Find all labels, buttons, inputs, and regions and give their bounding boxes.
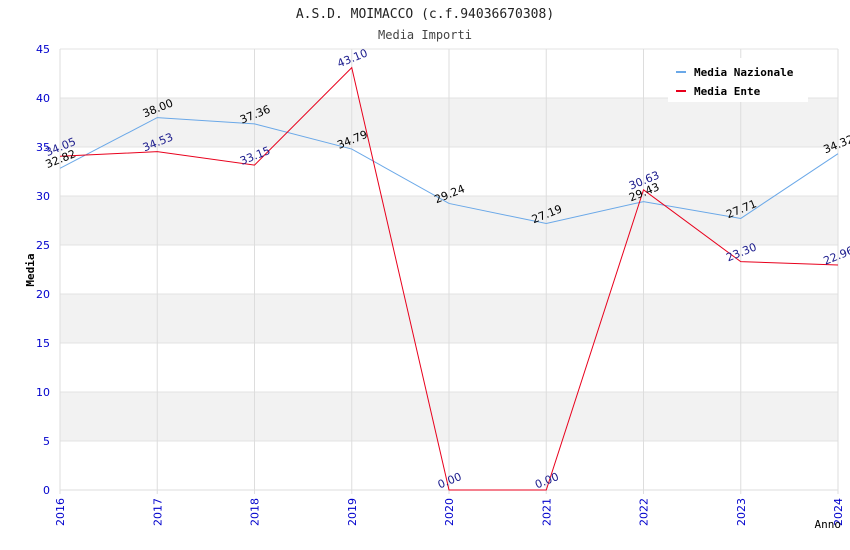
x-tick-label: 2021 [540, 498, 553, 526]
x-tick-label: 2023 [735, 498, 748, 526]
series-group [59, 66, 839, 491]
y-tick-label: 5 [43, 435, 50, 448]
legend-box [668, 58, 808, 102]
chart-subtitle: Media Importi [378, 28, 472, 42]
y-tick-label: 40 [36, 92, 50, 105]
x-axis-label: Anno [815, 518, 842, 531]
x-tick-label: 2018 [249, 498, 262, 526]
x-tick-label: 2022 [638, 498, 651, 526]
data-label: 22.96 [822, 244, 850, 268]
y-axis-label: Media [24, 253, 37, 286]
legend-entry: Media Nazionale [694, 66, 794, 79]
data-label: 43.10 [335, 46, 369, 70]
y-tick-label: 45 [36, 43, 50, 56]
y-tick-label: 30 [36, 190, 50, 203]
y-tick-label: 15 [36, 337, 50, 350]
y-tick-label: 0 [43, 484, 50, 497]
series-line-1 [59, 117, 839, 225]
axes [59, 49, 839, 494]
y-tick-label: 25 [36, 239, 50, 252]
x-tick-label: 2017 [151, 498, 164, 526]
chart-title: A.S.D. MOIMACCO (c.f.94036670308) [296, 7, 554, 22]
x-axis-ticks: 2016 2017 2018 2019 2020 2021 2022 2023 2024 [54, 498, 845, 526]
x-tick-label: 2024 [832, 498, 845, 526]
legend-entry: Media Ente [694, 85, 761, 98]
y-axis-ticks: 0 5 10 15 20 25 30 35 40 45 [36, 43, 50, 497]
x-tick-label: 2016 [54, 498, 67, 526]
legend: Media Nazionale Media Ente [668, 58, 808, 102]
data-label: 0.00 [436, 470, 464, 491]
x-tick-label: 2020 [443, 498, 456, 526]
y-tick-label: 10 [36, 386, 50, 399]
y-tick-label: 20 [36, 288, 50, 301]
x-tick-label: 2019 [346, 498, 359, 526]
y-tick-label: 35 [36, 141, 50, 154]
series-line-2 [59, 66, 839, 491]
